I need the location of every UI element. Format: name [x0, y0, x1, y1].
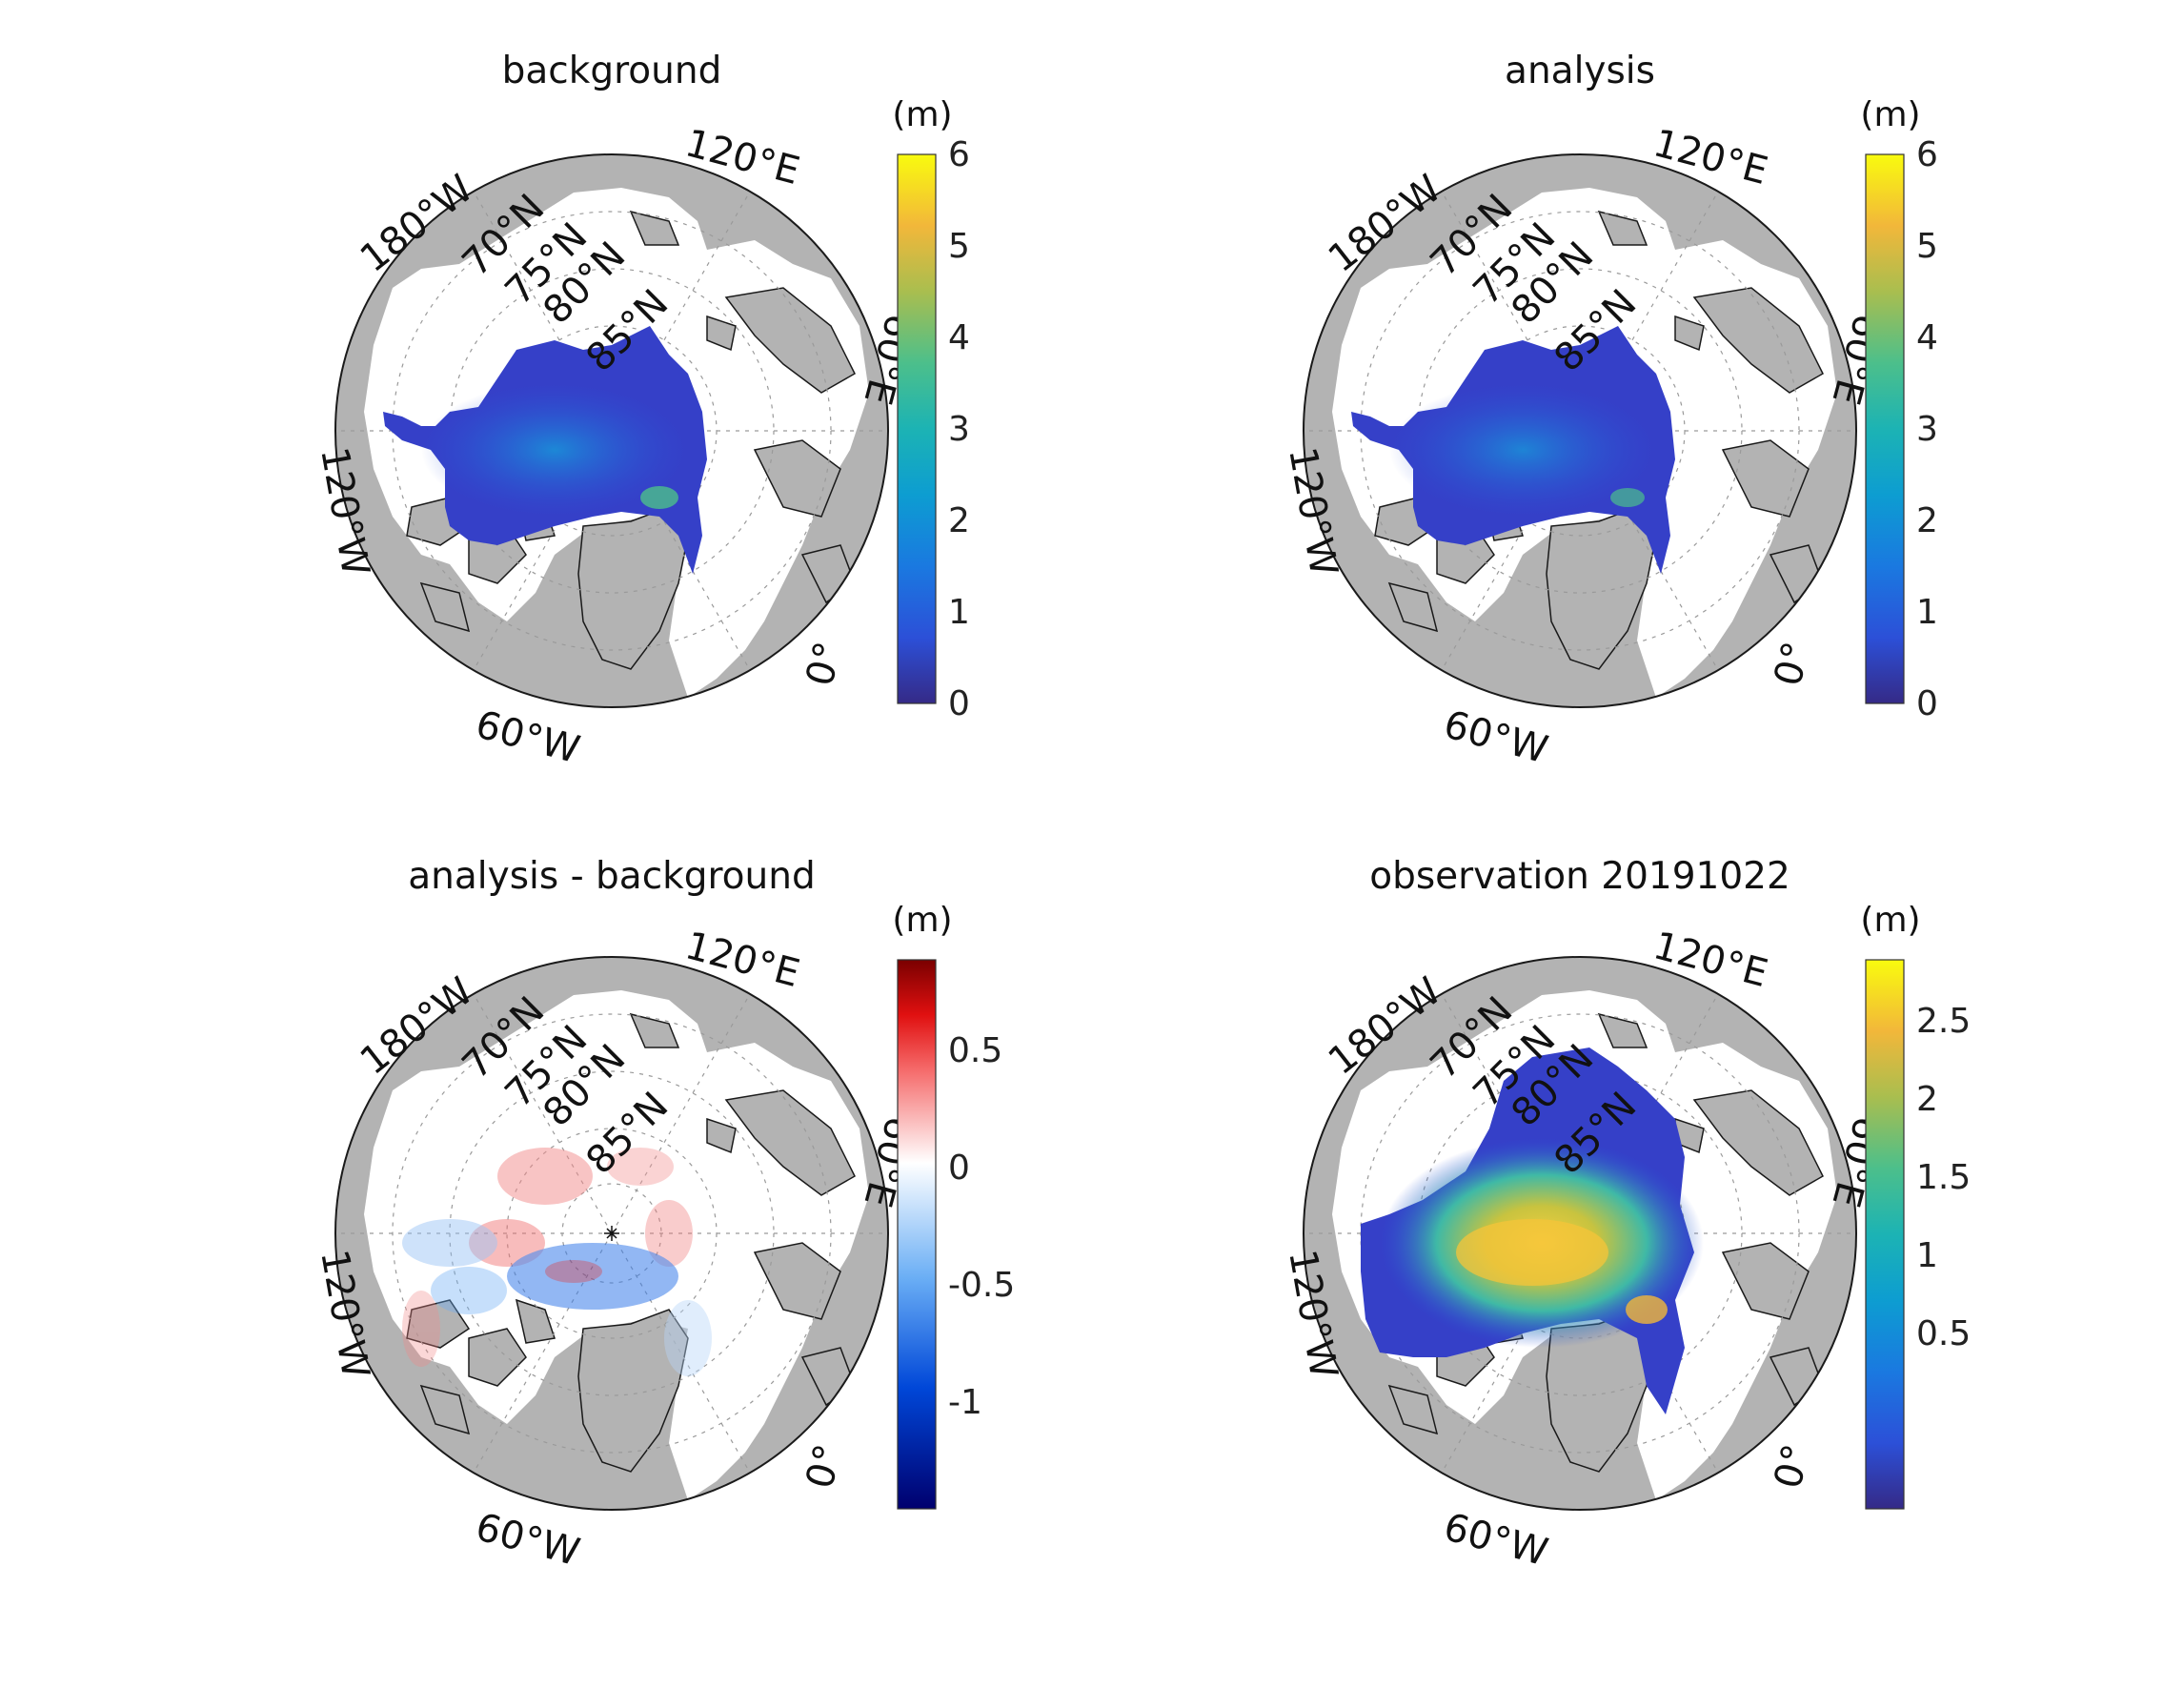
cb-tick: 0.5	[948, 1031, 1002, 1070]
polar-map: 120°E 180°W 70°N 75°N 80°N 85°N 60°E 120…	[1280, 121, 1890, 772]
cb-tick: 1	[948, 593, 970, 632]
panel-analysis: analysis 120°E 180°W 70°N 75°N 80°N 85°N…	[1280, 50, 1938, 772]
map-frame	[1303, 153, 1857, 708]
polar-map: 120°E 180°W 70°N 75°N 80°N 85°N 60°E 120…	[312, 924, 921, 1575]
cb-tick: 1	[1916, 593, 1938, 632]
lon-label-0: 0°	[1766, 638, 1819, 691]
cb-tick: 4	[948, 318, 970, 357]
colorbar: (m) 6 5 4 3 2 1 0	[1860, 95, 1937, 723]
cb-tick: 3	[948, 410, 970, 449]
lon-label-60w: 60°W	[471, 702, 584, 772]
cb-tick: 3	[1916, 410, 1938, 449]
panel-background: background 120°E 180°W 70°N 75°N 80°N 85…	[312, 50, 970, 772]
map-frame	[334, 153, 889, 708]
colorbar-units: (m)	[1860, 901, 1920, 940]
panel-title: background	[502, 50, 722, 92]
lon-label-0: 0°	[1766, 1440, 1819, 1494]
cb-tick: 5	[948, 227, 970, 266]
colorbar-units: (m)	[892, 95, 952, 134]
cb-tick: 0	[1916, 684, 1938, 723]
polar-map: 120°E 180°W 70°N 75°N 80°N 85°N 60°E 120…	[1280, 924, 1890, 1575]
cb-tick: 4	[1916, 318, 1938, 357]
colorbar-units: (m)	[1860, 95, 1920, 134]
cb-tick: -0.5	[948, 1266, 1015, 1305]
cb-tick: 6	[948, 135, 970, 174]
colorbar: (m) 0.5 0 -0.5 -1	[892, 901, 1015, 1510]
cb-tick: 0.5	[1916, 1314, 1971, 1353]
map-frame	[1303, 956, 1857, 1511]
lon-label-60w: 60°W	[1439, 702, 1552, 772]
cb-tick: 1.5	[1916, 1158, 1971, 1197]
colorbar-units: (m)	[892, 901, 952, 940]
lon-label-0: 0°	[798, 638, 851, 691]
panel-title: analysis - background	[408, 855, 815, 898]
cb-tick: 0	[948, 1149, 970, 1188]
cb-tick: 2.5	[1916, 1002, 1971, 1041]
panel-observation: observation 20191022 120°E 180°W 70°N 75…	[1280, 855, 1971, 1575]
cb-tick: 0	[948, 684, 970, 723]
lon-label-60w: 60°W	[1439, 1505, 1552, 1575]
cb-tick: 6	[1916, 135, 1938, 174]
panel-title: analysis	[1505, 50, 1655, 92]
polar-map: 120°E 180°W 70°N 75°N 80°N 85°N 60°E 120…	[312, 121, 921, 772]
cb-tick: 2	[1916, 501, 1938, 540]
cb-tick: 2	[948, 501, 970, 540]
cb-tick: 2	[1916, 1080, 1938, 1119]
colorbar: (m) 2.5 2 1.5 1 0.5	[1860, 901, 1971, 1510]
cb-tick: -1	[948, 1383, 982, 1422]
panel-difference: analysis - background 120°E	[312, 855, 1015, 1575]
colorbar: (m) 6 5 4 3 2 1 0	[892, 95, 969, 723]
lon-label-60w: 60°W	[471, 1505, 584, 1575]
colorbar-ticks: 6 5 4 3 2 1 0	[948, 135, 970, 723]
lon-label-0: 0°	[798, 1440, 851, 1494]
map-frame	[334, 956, 889, 1511]
cb-tick: 1	[1916, 1236, 1938, 1275]
panel-title: observation 20191022	[1369, 855, 1790, 898]
cb-tick: 5	[1916, 227, 1938, 266]
